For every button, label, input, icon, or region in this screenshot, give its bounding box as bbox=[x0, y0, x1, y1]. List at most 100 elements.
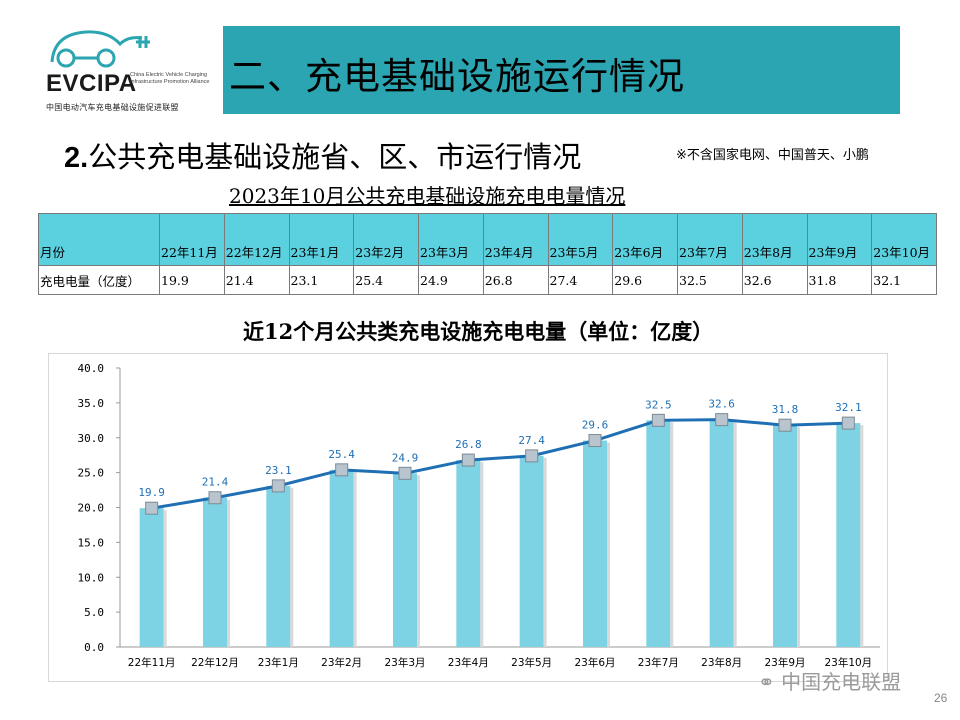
line-point bbox=[398, 466, 412, 480]
value-cell: 32.6 bbox=[741, 265, 808, 295]
x-tick-label: 23年10月 bbox=[824, 656, 872, 669]
month-cell: 23年10月 bbox=[871, 213, 937, 266]
bar-shadow bbox=[670, 422, 674, 647]
bar bbox=[456, 460, 481, 647]
y-tick-label: 35.0 bbox=[78, 397, 105, 410]
bar-shadow bbox=[417, 475, 420, 647]
x-tick-label: 23年8月 bbox=[701, 656, 742, 669]
data-label: 24.9 bbox=[392, 451, 419, 464]
month-cell: 23年7月 bbox=[677, 213, 743, 266]
table-title: 2023年10月公共充电基础设施充电电量情况 bbox=[229, 184, 626, 208]
x-tick-label: 23年4月 bbox=[448, 656, 489, 669]
bar-shadow bbox=[163, 510, 167, 647]
bar bbox=[773, 425, 797, 647]
bar bbox=[836, 423, 861, 647]
bar-shadow bbox=[227, 499, 230, 647]
exclusion-note: ※不含国家电网、中国普天、小鹏 bbox=[676, 148, 869, 163]
bar bbox=[646, 420, 671, 647]
x-tick-label: 22年11月 bbox=[128, 656, 176, 669]
wechat-watermark: ⚭ 中国充电联盟 bbox=[758, 666, 901, 695]
y-tick-label: 40.0 bbox=[78, 362, 105, 375]
y-tick-label: 5.0 bbox=[84, 606, 104, 619]
x-tick-label: 23年2月 bbox=[321, 656, 362, 669]
value-cell: 29.6 bbox=[612, 265, 678, 295]
logo-chinese-name: 中国电动汽车充电基础设施促进联盟 bbox=[46, 103, 179, 112]
row-label-month: 月份 bbox=[38, 213, 160, 266]
data-label: 29.6 bbox=[582, 419, 609, 432]
x-tick-label: 23年6月 bbox=[574, 656, 615, 669]
bar bbox=[709, 419, 734, 647]
x-tick-label: 23年3月 bbox=[384, 656, 425, 669]
value-cell: 23.1 bbox=[288, 265, 355, 295]
value-cell: 26.8 bbox=[482, 265, 549, 295]
bar bbox=[393, 473, 417, 647]
data-label: 21.4 bbox=[202, 476, 229, 489]
x-tick-label: 23年7月 bbox=[638, 656, 679, 669]
table-header-row: 月份 22年11月 22年12月 23年1月 23年2月 23年3月 23年4月… bbox=[38, 213, 937, 266]
bar-shadow bbox=[797, 427, 800, 647]
logo-english-name: China Electric Vehicle Charging Infrastr… bbox=[130, 72, 210, 85]
month-cell: 23年1月 bbox=[288, 213, 355, 266]
bar-shadow bbox=[607, 442, 610, 647]
month-cell: 23年6月 bbox=[612, 213, 678, 266]
value-cell: 19.9 bbox=[159, 265, 225, 295]
data-label: 23.1 bbox=[265, 464, 292, 477]
chart-title: 近12个月公共类充电设施充电电量（单位：亿度） bbox=[243, 319, 714, 344]
charging-data-table: 月份 22年11月 22年12月 23年1月 23年2月 23年3月 23年4月… bbox=[38, 213, 937, 295]
month-cell: 23年8月 bbox=[741, 213, 808, 266]
data-label: 32.1 bbox=[835, 401, 862, 414]
bar-shadow bbox=[543, 457, 547, 647]
section-title-banner: 二、充电基础设施运行情况 bbox=[223, 26, 900, 114]
bar bbox=[203, 497, 227, 647]
value-cell: 25.4 bbox=[353, 265, 419, 295]
bar-shadow bbox=[733, 421, 737, 647]
bar bbox=[583, 440, 607, 647]
table-value-row: 充电电量（亿度） 19.9 21.4 23.1 25.4 24.9 26.8 2… bbox=[38, 265, 937, 295]
data-label: 19.9 bbox=[138, 486, 165, 499]
line-point bbox=[271, 479, 285, 493]
data-label: 32.6 bbox=[708, 398, 735, 411]
line-point bbox=[841, 416, 855, 430]
y-tick-label: 20.0 bbox=[78, 502, 105, 515]
month-cell: 23年4月 bbox=[482, 213, 549, 266]
bar-shadow bbox=[860, 425, 864, 647]
section-title: 二、充电基础设施运行情况 bbox=[229, 55, 685, 98]
series-line bbox=[151, 418, 849, 510]
wechat-account-name: 中国充电联盟 bbox=[781, 670, 902, 694]
line-point bbox=[145, 501, 159, 515]
y-tick-label: 0.0 bbox=[84, 641, 104, 654]
value-cell: 24.9 bbox=[418, 265, 484, 295]
logo-brand: EVCIPA bbox=[46, 70, 137, 97]
bar-shadow bbox=[290, 487, 294, 647]
bar bbox=[139, 508, 164, 647]
x-tick-label: 23年5月 bbox=[511, 656, 552, 669]
value-cell: 27.4 bbox=[547, 265, 614, 295]
bar bbox=[519, 455, 544, 647]
y-tick-label: 10.0 bbox=[78, 571, 105, 584]
bar-shadow bbox=[353, 471, 357, 647]
data-label: 31.8 bbox=[772, 403, 799, 416]
subtitle-text: 公共充电基础设施省、区、市运行情况 bbox=[88, 140, 582, 174]
x-tick-label: 23年1月 bbox=[258, 656, 299, 669]
value-cell: 32.5 bbox=[677, 265, 743, 295]
month-cell: 22年12月 bbox=[223, 213, 290, 266]
bar bbox=[266, 485, 291, 647]
data-label: 25.4 bbox=[328, 448, 355, 461]
data-label: 32.5 bbox=[645, 398, 672, 411]
y-tick-label: 15.0 bbox=[78, 536, 105, 549]
evcipa-logo: EVCIPA China Electric Vehicle Charging I… bbox=[40, 26, 210, 118]
x-tick-label: 23年9月 bbox=[764, 656, 805, 669]
line-point bbox=[335, 463, 349, 477]
wechat-icon: ⚭ bbox=[758, 670, 775, 694]
y-tick-label: 25.0 bbox=[78, 467, 105, 480]
line-point bbox=[461, 453, 475, 467]
line-point bbox=[525, 449, 539, 463]
bar bbox=[329, 469, 354, 647]
x-tick-label: 22年12月 bbox=[191, 656, 239, 669]
value-cell: 21.4 bbox=[223, 265, 290, 295]
line-point bbox=[208, 491, 222, 505]
bar-shadow bbox=[480, 462, 484, 647]
line-point bbox=[778, 418, 792, 432]
line-point bbox=[715, 413, 729, 427]
